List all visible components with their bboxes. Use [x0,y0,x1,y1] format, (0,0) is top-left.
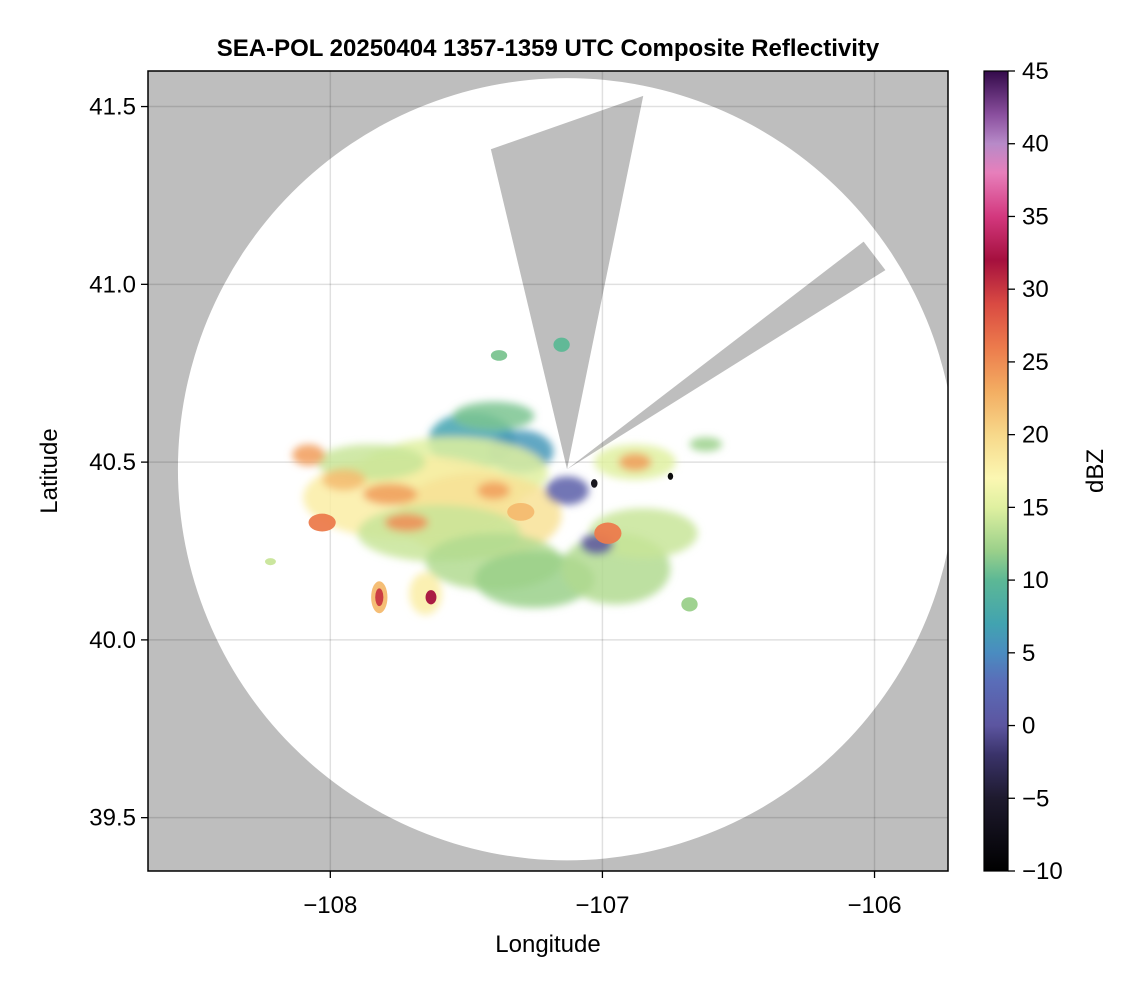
echo-cell [292,444,325,466]
radar-coverage-area [177,77,948,861]
colorbar-tick-label: 40 [1022,131,1049,158]
reflectivity-cores [265,337,698,614]
echo-cell [689,437,723,452]
echo-cell [425,590,437,605]
echo-cell [507,503,535,521]
echo-cell [545,476,589,505]
y-tick-label: 41.0 [89,271,136,298]
colorbar-tick-label: −10 [1022,858,1063,885]
echo-cell [452,401,535,431]
colorbar-tick-label: 45 [1022,58,1049,85]
colorbar-tick-label: 25 [1022,349,1049,376]
plot-frame [147,70,949,872]
y-axis-label: Latitude [36,428,63,513]
echo-cell [322,469,366,491]
echo-cell [384,513,429,532]
echo-cell [362,483,418,505]
echo-cell [553,337,570,352]
colorbar-tick-label: 15 [1022,494,1049,521]
echo-cell [308,513,336,532]
colorbar-tick-label: 10 [1022,567,1049,594]
y-tick-label: 40.5 [89,449,136,476]
x-tick-label: −106 [847,892,901,919]
echo-cell [594,522,622,544]
echo-cell [265,558,276,566]
plot-area [148,71,948,871]
echo-cell [681,597,698,612]
x-axis-ticks: −108 −107 −106 [303,871,902,919]
x-tick-label: −107 [575,892,629,919]
colorbar-tick-label: 20 [1022,422,1049,449]
echo-cell [477,481,510,500]
colorbar: −10 −5 0 5 10 15 20 25 30 35 40 45 dBZ [983,58,1109,885]
colorbar-tick-label: 30 [1022,276,1049,303]
colorbar-tick-label: −5 [1022,785,1049,812]
y-tick-label: 41.5 [89,94,136,121]
x-axis-label: Longitude [495,931,600,958]
y-tick-label: 40.0 [89,627,136,654]
echo-cell [375,588,384,607]
blocked-sector-1 [490,95,644,470]
colorbar-label: dBZ [1082,449,1109,493]
echo-cell [590,479,598,488]
reflectivity-echoes [292,401,723,616]
echo-cell [667,472,674,480]
colorbar-tick-label: 35 [1022,203,1049,230]
colorbar-ticks: −10 −5 0 5 10 15 20 25 30 35 40 45 [1008,58,1063,885]
grid-lines [148,71,948,871]
y-axis-ticks: 39.5 40.0 40.5 41.0 41.5 [89,94,148,832]
blocked-sector-2 [567,241,886,470]
colorbar-tick-label: 5 [1022,640,1035,667]
y-tick-label: 39.5 [89,805,136,832]
x-tick-label: −108 [303,892,357,919]
echo-cell [618,453,652,471]
echo-cell [409,572,442,616]
colorbar-gradient [983,70,1009,872]
colorbar-tick-label: 0 [1022,713,1035,740]
echo-cell [588,508,698,559]
chart-title: SEA-POL 20250404 1357-1359 UTC Composite… [217,35,880,62]
echo-cell [490,350,508,361]
